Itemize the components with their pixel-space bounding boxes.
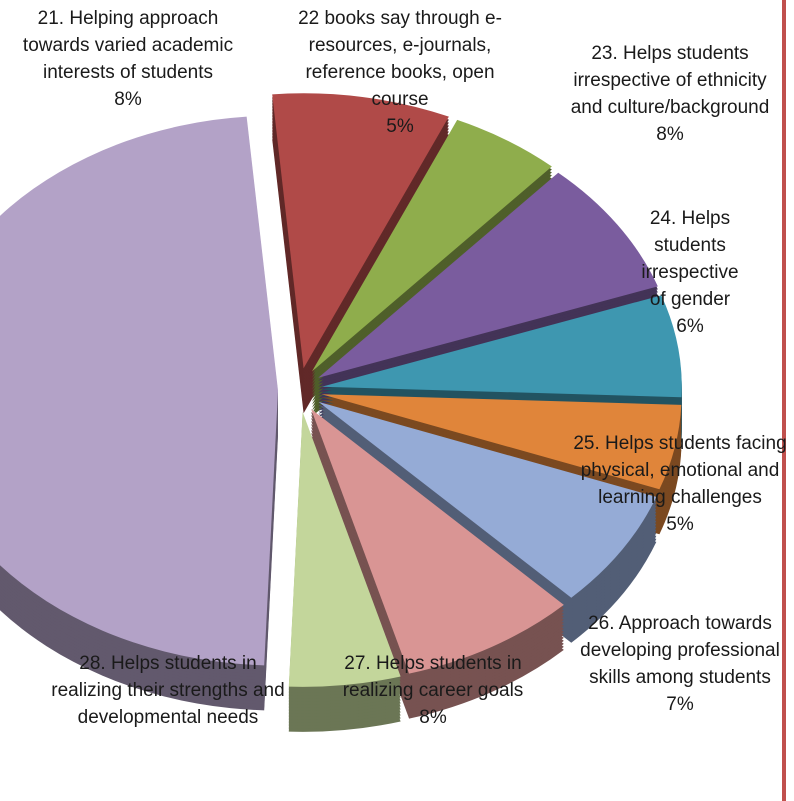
slice-label: 24. Helps students irrespective of gende… — [634, 205, 746, 340]
slice — [311, 119, 552, 372]
value-label: 8% — [656, 124, 684, 145]
slice — [318, 172, 658, 378]
value-label: 5% — [386, 116, 414, 137]
category-label: 26. Approach towards developing professi… — [580, 613, 780, 688]
value-label: 5% — [666, 514, 694, 535]
slice-label: 27. Helps students in realizing career g… — [308, 650, 558, 731]
category-label: 28. Helps students in realizing their st… — [51, 653, 285, 728]
category-label: 25. Helps students facing physical, emot… — [573, 433, 787, 508]
slice — [288, 411, 401, 687]
slice-label: 23. Helps students irrespective of ethni… — [555, 40, 785, 148]
value-label: 8% — [114, 89, 142, 110]
slice — [0, 116, 279, 666]
slice — [318, 401, 657, 598]
category-label: 24. Helps students irrespective of gende… — [641, 208, 739, 310]
category-label: 27. Helps students in realizing career g… — [342, 653, 524, 701]
slice — [311, 409, 564, 674]
slice-label: 21. Helping approach towards varied acad… — [8, 5, 248, 113]
slice — [321, 394, 682, 490]
value-label: 6% — [676, 316, 704, 337]
slice — [272, 93, 449, 369]
value-label: 7% — [666, 694, 694, 715]
slice-label: 28. Helps students in realizing their st… — [43, 650, 293, 731]
slice — [321, 295, 682, 398]
value-label: 8% — [419, 707, 447, 728]
slice-label: 25. Helps students facing physical, emot… — [573, 430, 788, 538]
category-label: 22 books say through e-resources, e-jour… — [298, 8, 502, 110]
slice-tops — [0, 93, 682, 687]
category-label: 21. Helping approach towards varied acad… — [22, 8, 234, 83]
slice-label: 26. Approach towards developing professi… — [565, 610, 794, 718]
slice-label: 22 books say through e-resources, e-jour… — [285, 5, 515, 140]
category-label: 23. Helps students irrespective of ethni… — [570, 43, 770, 118]
frame-border — [782, 0, 786, 801]
